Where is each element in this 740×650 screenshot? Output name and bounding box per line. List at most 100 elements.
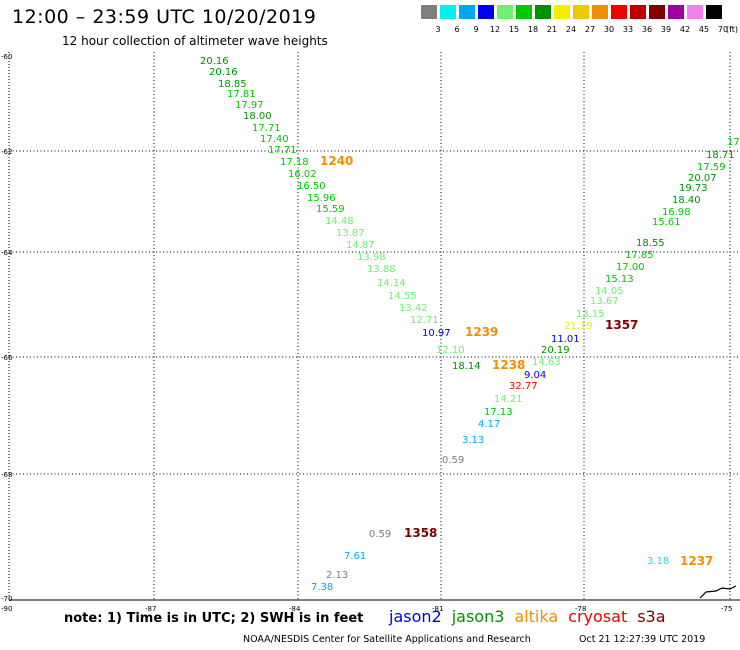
wave-height-reading: 13.87 bbox=[336, 228, 365, 239]
wave-height-reading: 17.00 bbox=[727, 137, 740, 148]
latitude-label: -66 bbox=[1, 354, 13, 362]
legend-label: 3 bbox=[435, 25, 441, 34]
latitude-label: -64 bbox=[1, 249, 13, 257]
wave-height-reading: 11.01 bbox=[551, 334, 580, 345]
wave-height-reading: 15.96 bbox=[307, 193, 336, 204]
longitude-label: -84 bbox=[289, 605, 301, 613]
wave-height-reading: 20.16 bbox=[209, 67, 238, 78]
latitude-label: -70 bbox=[1, 595, 12, 603]
wave-height-reading: 17.97 bbox=[235, 100, 264, 111]
wave-height-reading: 13.67 bbox=[590, 296, 619, 307]
legend-label: 33 bbox=[622, 25, 634, 34]
legend-label: 9 bbox=[473, 25, 479, 34]
wave-height-reading: 19.73 bbox=[679, 183, 708, 194]
wave-height-reading: 20.07 bbox=[688, 173, 717, 184]
wave-height-reading: 13.98 bbox=[357, 252, 386, 263]
track-time-label: 1239 bbox=[465, 325, 498, 339]
wave-height-reading: 17.81 bbox=[227, 89, 256, 100]
wave-height-reading: 17.71 bbox=[268, 145, 297, 156]
wave-height-reading: 12.71 bbox=[410, 315, 439, 326]
wave-height-reading: 7.61 bbox=[344, 551, 366, 562]
coastline bbox=[699, 585, 737, 599]
track-1358: 0.597.61 2.137.38 1358 bbox=[311, 526, 437, 593]
wave-height-reading: 16.50 bbox=[297, 181, 326, 192]
wave-height-reading: 17.00 bbox=[616, 262, 645, 273]
wave-height-reading: 15.61 bbox=[652, 217, 681, 228]
legend-swatch bbox=[668, 5, 684, 19]
legend-label: 15 bbox=[508, 25, 520, 34]
wave-height-reading: 18.71 bbox=[706, 150, 735, 161]
generated-timestamp: Oct 21 12:27:39 UTC 2019 bbox=[579, 634, 706, 645]
legend-swatch bbox=[649, 5, 665, 19]
satellite-cryosat: cryosat bbox=[568, 607, 628, 626]
latitude-label: -62 bbox=[1, 148, 12, 156]
wave-height-reading: 13.88 bbox=[367, 264, 396, 275]
wave-height-reading: 7.38 bbox=[311, 582, 333, 593]
wave-height-reading: 14.55 bbox=[388, 291, 417, 302]
legend-swatch bbox=[554, 5, 570, 19]
wave-height-reading: 14.63 bbox=[532, 357, 561, 368]
wave-height-reading: 2.13 bbox=[326, 570, 348, 581]
satellite-altika: altika bbox=[514, 607, 559, 626]
legend-swatch bbox=[535, 5, 551, 19]
track-time-label: 1238 bbox=[492, 358, 525, 372]
legend-label: 42 bbox=[679, 25, 691, 34]
wave-height-reading: 12.10 bbox=[436, 345, 465, 356]
wave-height-reading: 0.59 bbox=[442, 455, 464, 466]
legend-swatch bbox=[516, 5, 532, 19]
wave-height-reading: 14.14 bbox=[377, 278, 406, 289]
legend-swatch bbox=[478, 5, 494, 19]
track-time-label: 1240 bbox=[320, 154, 353, 168]
legend-label: 36 bbox=[641, 25, 653, 34]
legend-label: 70 bbox=[717, 25, 729, 34]
wave-height-reading: 9.04 bbox=[524, 370, 546, 381]
legend-swatch bbox=[611, 5, 627, 19]
wave-height-reading: 15.59 bbox=[316, 204, 345, 215]
graticule bbox=[9, 52, 740, 600]
wave-height-reading: 17.40 bbox=[260, 134, 289, 145]
wave-height-reading: 14.21 bbox=[494, 394, 523, 405]
legend-label: 6 bbox=[454, 25, 460, 34]
legend-label: 39 bbox=[660, 25, 672, 34]
legend-swatch bbox=[592, 5, 608, 19]
wave-height-reading: 14.05 bbox=[595, 286, 624, 297]
latitude-label: -68 bbox=[1, 471, 12, 479]
latitude-label: -60 bbox=[1, 53, 12, 61]
wave-height-reading: 21.19 bbox=[564, 321, 593, 332]
legend-swatch bbox=[573, 5, 589, 19]
page-title: 12:00 – 23:59 UTC 10/20/2019 bbox=[12, 6, 317, 28]
longitude-label: -81 bbox=[432, 605, 443, 613]
wave-height-reading: 16.02 bbox=[288, 169, 317, 180]
axis-labels: -60 -62 -64 -66 -68 -70 -90 -87 -84 -81 -78 -75 bbox=[1, 53, 732, 613]
legend-unit: (ft) bbox=[726, 25, 739, 34]
page-subtitle: 12 hour collection of altimeter wave hei… bbox=[62, 34, 328, 48]
footnote: note: 1) Time is in UTC; 2) SWH is in fe… bbox=[64, 611, 364, 626]
legend-label: 21 bbox=[546, 25, 558, 34]
wave-height-reading: 0.59 bbox=[369, 529, 391, 540]
track-time-label: 1237 bbox=[680, 554, 713, 568]
track-time-label: 1357 bbox=[605, 318, 638, 332]
wave-height-reading: 20.16 bbox=[200, 56, 229, 67]
legend-swatch bbox=[706, 5, 722, 19]
wave-height-reading: 14.87 bbox=[346, 240, 375, 251]
track-1237: 3.18 1237 bbox=[647, 554, 713, 568]
satellite-tracks: 20.1620.1618.8517.8117.9718.0017.7117.40… bbox=[200, 56, 740, 593]
map-frame bbox=[8, 52, 740, 601]
legend-swatch bbox=[459, 5, 475, 19]
wave-height-reading: 13.15 bbox=[576, 309, 605, 320]
legend-label: 12 bbox=[489, 25, 501, 34]
wave-height-reading: 18.55 bbox=[636, 238, 665, 249]
satellite-jason2: jason2 bbox=[389, 607, 442, 626]
legend-label: 24 bbox=[565, 25, 577, 34]
legend-label: 27 bbox=[584, 25, 596, 34]
wave-height-reading: 20.19 bbox=[541, 345, 570, 356]
wave-height-reading: 17.71 bbox=[252, 123, 281, 134]
wave-height-reading: 18.40 bbox=[672, 195, 701, 206]
coastline-segment bbox=[699, 585, 737, 599]
wave-height-reading: 16.98 bbox=[662, 207, 691, 218]
longitude-label: -90 bbox=[1, 605, 12, 613]
satellite-legend: jason2 jason3 altika cryosat s3a bbox=[389, 607, 676, 626]
wave-height-reading: 18.00 bbox=[243, 111, 272, 122]
